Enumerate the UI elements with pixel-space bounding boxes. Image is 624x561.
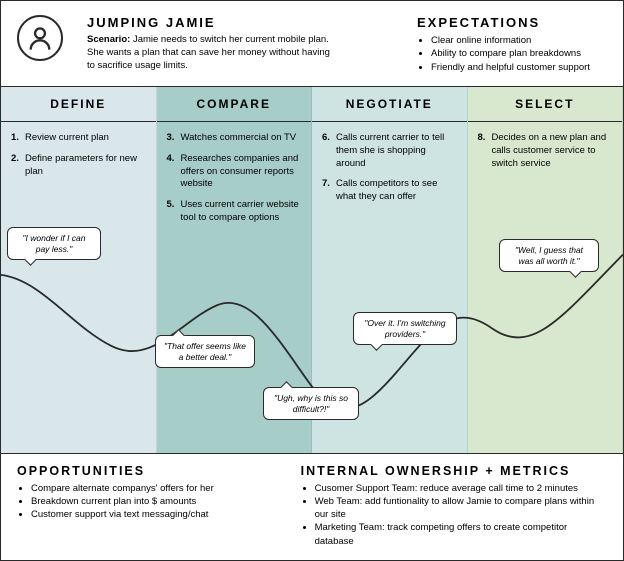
opportunity-item: Compare alternate companys' offers for h… [31,482,277,495]
opportunities-list: Compare alternate companys' offers for h… [17,482,277,522]
opportunities-col: OPPORTUNITIES Compare alternate companys… [17,464,277,548]
header-row: JUMPING JAMIE Scenario: Jamie needs to s… [1,1,623,87]
stage-body: 6.Calls current carrier to tell them she… [312,122,467,453]
stage-body: 3.Watches commercial on TV 4.Researches … [157,122,312,453]
footer-row: OPPORTUNITIES Compare alternate companys… [1,454,623,560]
journey-map: JUMPING JAMIE Scenario: Jamie needs to s… [0,0,624,561]
avatar-col [17,15,73,74]
ownership-title: INTERNAL OWNERSHIP + METRICS [301,464,607,478]
ownership-col: INTERNAL OWNERSHIP + METRICS Cusomer Sup… [301,464,607,548]
step-item: 3.Watches commercial on TV [167,132,302,145]
ownership-item: Marketing Team: track competing offers t… [315,521,607,548]
persona-avatar-icon [17,15,63,61]
step-item: 4.Researches companies and offers on con… [167,153,302,191]
stage-negotiate: NEGOTIATE 6.Calls current carrier to tel… [312,87,468,453]
expectation-item: Friendly and helpful customer support [431,61,607,74]
expectation-item: Clear online information [431,34,607,47]
expectations-col: EXPECTATIONS Clear online information Ab… [417,15,607,74]
scenario-label: Scenario: [87,34,130,45]
stage-compare: COMPARE 3.Watches commercial on TV 4.Res… [157,87,313,453]
step-item: 1.Review current plan [11,132,146,145]
stage-title: DEFINE [1,87,156,122]
step-item: 7.Calls competitors to see what they can… [322,178,457,204]
stages-row: DEFINE 1.Review current plan 2.Define pa… [1,87,623,454]
stage-title: COMPARE [157,87,312,122]
opportunity-item: Customer support via text messaging/chat [31,508,277,521]
stage-title: SELECT [468,87,623,122]
opportunity-item: Breakdown current plan into $ amounts [31,495,277,508]
ownership-list: Cusomer Support Team: reduce average cal… [301,482,607,548]
stage-define: DEFINE 1.Review current plan 2.Define pa… [1,87,157,453]
stage-body: 1.Review current plan 2.Define parameter… [1,122,156,453]
step-item: 5.Uses current carrier website tool to c… [167,199,302,225]
expectation-item: Ability to compare plan breakdowns [431,47,607,60]
persona-name: JUMPING JAMIE [87,15,403,30]
ownership-item: Web Team: add funtionality to allow Jami… [315,495,607,522]
step-item: 8.Decides on a new plan and calls custom… [478,132,613,170]
stage-body: 8.Decides on a new plan and calls custom… [468,122,623,453]
persona-col: JUMPING JAMIE Scenario: Jamie needs to s… [87,15,403,74]
stage-title: NEGOTIATE [312,87,467,122]
step-item: 6.Calls current carrier to tell them she… [322,132,457,170]
step-item: 2.Define parameters for new plan [11,153,146,179]
persona-scenario: Scenario: Jamie needs to switch her curr… [87,34,337,72]
expectations-list: Clear online information Ability to comp… [417,34,607,74]
opportunities-title: OPPORTUNITIES [17,464,277,478]
stage-select: SELECT 8.Decides on a new plan and calls… [468,87,624,453]
ownership-item: Cusomer Support Team: reduce average cal… [315,482,607,495]
expectations-title: EXPECTATIONS [417,15,607,30]
